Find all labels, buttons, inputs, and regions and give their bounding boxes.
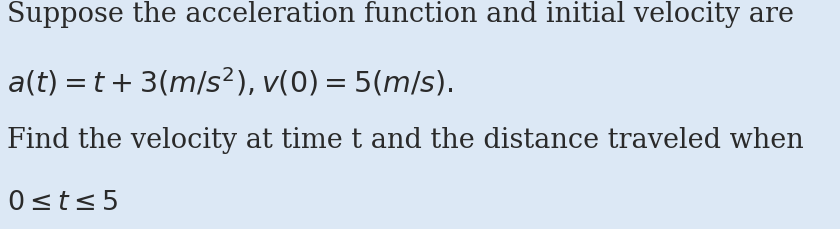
Text: $0\leq t\leq5$: $0\leq t\leq5$ (7, 188, 118, 215)
Text: $a(t)=t+3(m/s^{2}),v(0)=5(m/s).$: $a(t)=t+3(m/s^{2}),v(0)=5(m/s).$ (7, 66, 454, 98)
Text: Suppose the acceleration function and initial velocity are: Suppose the acceleration function and in… (7, 1, 794, 27)
Text: Find the velocity at time t and the distance traveled when: Find the velocity at time t and the dist… (7, 127, 804, 153)
